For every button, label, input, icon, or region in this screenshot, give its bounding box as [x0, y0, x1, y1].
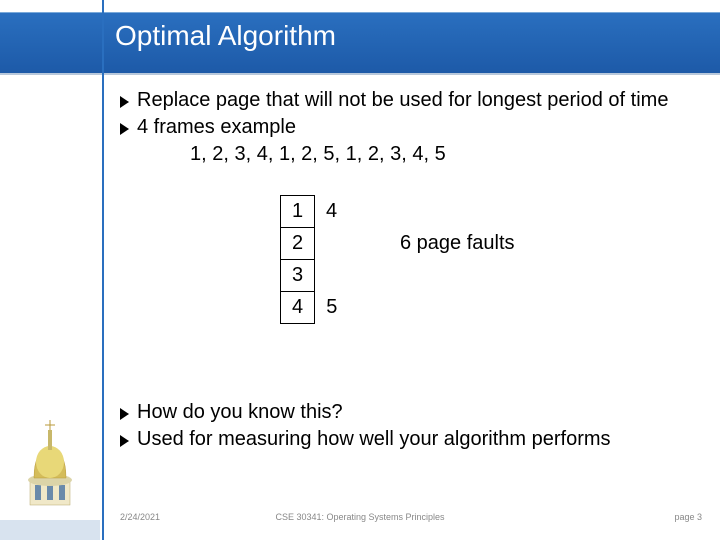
bullet-item: 4 frames example	[120, 115, 690, 140]
page-faults-label: 6 page faults	[400, 232, 515, 255]
frame-right: 5	[315, 292, 349, 324]
bullet-text: 4 frames example	[137, 115, 690, 140]
content-bottom: How do you know this? Used for measuring…	[120, 400, 690, 454]
reference-string: 1, 2, 3, 4, 1, 2, 5, 1, 2, 3, 4, 5	[190, 142, 690, 167]
slide-title: Optimal Algorithm	[115, 20, 336, 52]
bullet-item: How do you know this?	[120, 400, 690, 425]
bullet-text: How do you know this?	[137, 400, 690, 425]
bullet-item: Replace page that will not be used for l…	[120, 88, 690, 113]
frame-cell: 3	[281, 260, 315, 292]
footer: 2/24/2021 CSE 30341: Operating Systems P…	[0, 512, 720, 530]
frame-cell: 1	[281, 196, 315, 228]
footer-course: CSE 30341: Operating Systems Principles	[0, 512, 720, 522]
title-band	[0, 12, 720, 74]
frame-right: 4	[315, 196, 349, 228]
bullet-item: Used for measuring how well your algorit…	[120, 427, 690, 452]
frame-right	[315, 260, 349, 292]
bullet-icon	[120, 408, 129, 420]
bullet-icon	[120, 123, 129, 135]
title-underline	[0, 73, 720, 75]
dome-icon	[10, 410, 90, 510]
content-top: Replace page that will not be used for l…	[120, 88, 690, 177]
footer-page: page 3	[674, 512, 702, 522]
vertical-accent-line	[102, 0, 104, 540]
frame-right	[315, 228, 349, 260]
bullet-text: Replace page that will not be used for l…	[137, 88, 690, 113]
frame-cell: 4	[281, 292, 315, 324]
frames-diagram: 1 4 2 3 4 5	[280, 195, 349, 324]
frames-table: 1 4 2 3 4 5	[280, 195, 349, 324]
bullet-icon	[120, 435, 129, 447]
bullet-text: Used for measuring how well your algorit…	[137, 427, 690, 452]
bullet-icon	[120, 96, 129, 108]
frame-cell: 2	[281, 228, 315, 260]
